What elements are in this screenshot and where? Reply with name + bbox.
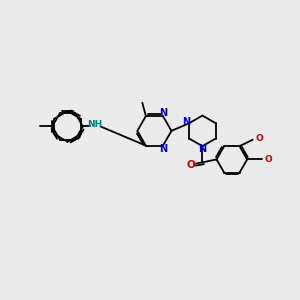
Text: O: O [186,160,195,170]
Text: NH: NH [88,120,103,129]
Text: O: O [265,155,273,164]
Text: N: N [159,108,167,118]
Text: O: O [255,134,263,143]
Text: N: N [182,117,190,127]
Text: N: N [198,144,206,154]
Text: N: N [159,144,167,154]
